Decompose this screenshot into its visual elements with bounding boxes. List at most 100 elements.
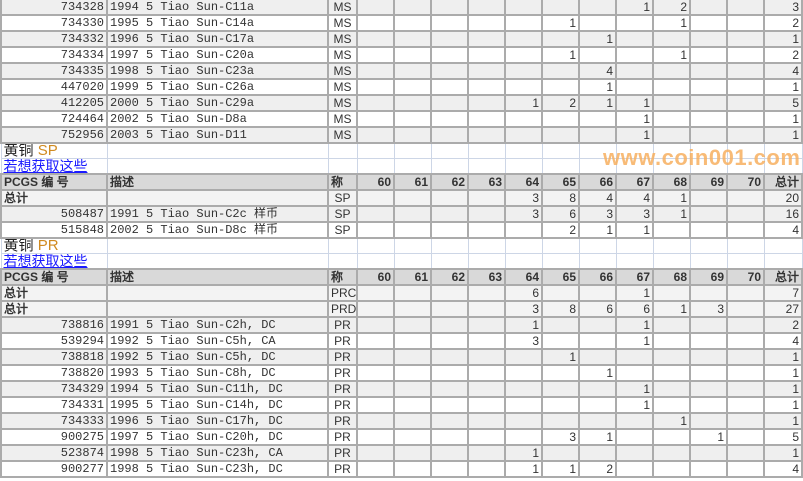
header-total[interactable]: 总计: [763, 173, 803, 191]
grade-count-64: 3: [504, 332, 543, 350]
header-pcgs[interactable]: PCGS 编 号: [0, 268, 108, 286]
grade-count-66: 4: [578, 189, 617, 207]
description-link[interactable]: 2002 5 Tiao Sun-D8a: [106, 110, 329, 128]
grade-count-68: [652, 221, 691, 239]
header-grade-60[interactable]: 60: [356, 173, 395, 191]
pcgs-number-link[interactable]: 734331: [0, 396, 108, 414]
description-link[interactable]: 1998 5 Tiao Sun-C23a: [106, 62, 329, 80]
description-link[interactable]: 1992 5 Tiao Sun-C5h, DC: [106, 348, 329, 366]
description-link[interactable]: 1998 5 Tiao Sun-C23h, DC: [106, 460, 329, 478]
description-link[interactable]: 1992 5 Tiao Sun-C5h, CA: [106, 332, 329, 350]
pcgs-number-link[interactable]: 539294: [0, 332, 108, 350]
grade-count-64: 1: [504, 316, 543, 334]
header-grade-67[interactable]: 67: [615, 173, 654, 191]
empty-cell: [393, 237, 432, 254]
description-link[interactable]: 1991 5 Tiao Sun-C2h, DC: [106, 316, 329, 334]
header-description[interactable]: 描述: [106, 268, 329, 286]
description-link[interactable]: 1999 5 Tiao Sun-C26a: [106, 78, 329, 96]
table-row: 752956 2003 5 Tiao Sun-D11 MS 1 1: [0, 126, 803, 144]
grade-count-67: [615, 30, 654, 48]
header-description[interactable]: 描述: [106, 173, 329, 191]
description-link[interactable]: 1991 5 Tiao Sun-C2c 样币: [106, 205, 329, 223]
description-link[interactable]: 1996 5 Tiao Sun-C17h, DC: [106, 412, 329, 430]
header-grade-64[interactable]: 64: [504, 173, 543, 191]
pcgs-number-link[interactable]: 900275: [0, 428, 108, 446]
header-grade-62[interactable]: 62: [430, 173, 469, 191]
pcgs-number-link[interactable]: 447020: [0, 78, 108, 96]
description-link[interactable]: 2003 5 Tiao Sun-D11: [106, 126, 329, 144]
header-grade-69[interactable]: 69: [689, 268, 728, 286]
header-designation[interactable]: 称: [327, 173, 358, 191]
grade-count-70: [726, 110, 765, 128]
description-link[interactable]: 1996 5 Tiao Sun-C17a: [106, 30, 329, 48]
description-link[interactable]: 1993 5 Tiao Sun-C8h, DC: [106, 364, 329, 382]
designation: SP: [327, 189, 358, 207]
pcgs-number-link[interactable]: 724464: [0, 110, 108, 128]
pcgs-number-link[interactable]: 900277: [0, 460, 108, 478]
description-link[interactable]: 1995 5 Tiao Sun-C14h, DC: [106, 396, 329, 414]
grade-count-69: [689, 189, 728, 207]
header-grade-63[interactable]: 63: [467, 268, 506, 286]
pcgs-number-link[interactable]: 515848: [0, 221, 108, 239]
pcgs-number-link[interactable]: 734329: [0, 380, 108, 398]
header-grade-61[interactable]: 61: [393, 173, 432, 191]
pcgs-number-link[interactable]: 508487: [0, 205, 108, 223]
description-link[interactable]: 1997 5 Tiao Sun-C20h, DC: [106, 428, 329, 446]
grade-count-69: [689, 94, 728, 112]
grade-count-68: [652, 284, 691, 302]
grade-count-62: [430, 62, 469, 80]
section-type: SP: [37, 143, 58, 159]
header-grade-60[interactable]: 60: [356, 268, 395, 286]
description-link[interactable]: 1994 5 Tiao Sun-C11h, DC: [106, 380, 329, 398]
header-designation[interactable]: 称: [327, 268, 358, 286]
designation: MS: [327, 62, 358, 80]
get-these-link[interactable]: 若想获取这些: [0, 253, 108, 270]
header-grade-65[interactable]: 65: [541, 173, 580, 191]
pcgs-number-link[interactable]: 734335: [0, 62, 108, 80]
pcgs-number-link[interactable]: 412205: [0, 94, 108, 112]
description-link[interactable]: 1998 5 Tiao Sun-C23h, CA: [106, 444, 329, 462]
pcgs-number-link[interactable]: 734330: [0, 14, 108, 32]
description-link[interactable]: 1994 5 Tiao Sun-C11a: [106, 0, 329, 16]
header-total[interactable]: 总计: [763, 268, 803, 286]
header-grade-66[interactable]: 66: [578, 268, 617, 286]
grade-count-68: [652, 62, 691, 80]
pcgs-number-link[interactable]: 734332: [0, 30, 108, 48]
grade-count-60: [356, 30, 395, 48]
header-grade-63[interactable]: 63: [467, 173, 506, 191]
header-grade-62[interactable]: 62: [430, 268, 469, 286]
header-grade-70[interactable]: 70: [726, 173, 765, 191]
get-these-link[interactable]: 若想获取这些: [0, 158, 108, 175]
section-metal: 黄铜: [3, 238, 34, 254]
section-title-row: 黄铜 PR: [0, 237, 803, 254]
header-grade-66[interactable]: 66: [578, 173, 617, 191]
header-pcgs[interactable]: PCGS 编 号: [0, 173, 108, 191]
description-link[interactable]: 2000 5 Tiao Sun-C29a: [106, 94, 329, 112]
header-grade-70[interactable]: 70: [726, 268, 765, 286]
designation: MS: [327, 30, 358, 48]
header-grade-64[interactable]: 64: [504, 268, 543, 286]
description-link[interactable]: 2002 5 Tiao Sun-D8c 样币: [106, 221, 329, 239]
pcgs-number-link[interactable]: 738820: [0, 364, 108, 382]
description-link[interactable]: 1997 5 Tiao Sun-C20a: [106, 46, 329, 64]
grade-count-70: [726, 221, 765, 239]
grade-count-60: [356, 428, 395, 446]
pcgs-number-link[interactable]: 752956: [0, 126, 108, 144]
pcgs-number-link[interactable]: 734328: [0, 0, 108, 16]
pcgs-number-link[interactable]: 738816: [0, 316, 108, 334]
description-link[interactable]: 1995 5 Tiao Sun-C14a: [106, 14, 329, 32]
header-grade-61[interactable]: 61: [393, 268, 432, 286]
pcgs-number-link[interactable]: 738818: [0, 348, 108, 366]
header-grade-65[interactable]: 65: [541, 268, 580, 286]
pcgs-number-link[interactable]: 734333: [0, 412, 108, 430]
grade-count-61: [393, 348, 432, 366]
pcgs-number-link[interactable]: 734334: [0, 46, 108, 64]
pcgs-number-link[interactable]: 523874: [0, 444, 108, 462]
header-grade-67[interactable]: 67: [615, 268, 654, 286]
grade-count-70: [726, 332, 765, 350]
empty-cell: [356, 253, 395, 270]
header-grade-68[interactable]: 68: [652, 268, 691, 286]
header-grade-69[interactable]: 69: [689, 173, 728, 191]
header-grade-68[interactable]: 68: [652, 173, 691, 191]
grade-count-67: 1: [615, 221, 654, 239]
